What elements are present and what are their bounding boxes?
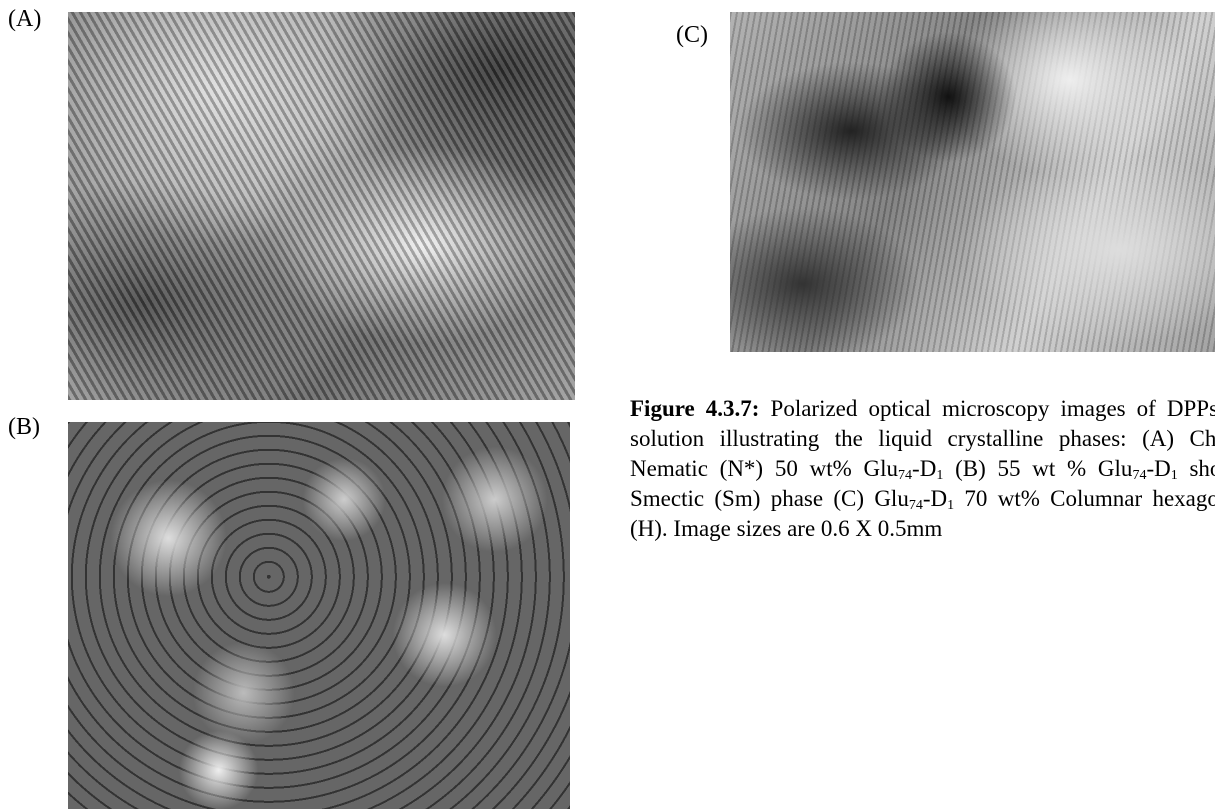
- page: (A) (B) (C) Figure 4.3.7: Polarized opti…: [0, 0, 1215, 809]
- caption-subscript: 74: [898, 468, 912, 483]
- caption-subscript: 74: [1132, 468, 1146, 483]
- figure-caption: Figure 4.3.7: Polarized optical microsco…: [630, 394, 1215, 544]
- micrograph-a: [68, 12, 575, 400]
- caption-label: Figure 4.3.7:: [630, 396, 759, 421]
- caption-text: -D: [1146, 456, 1170, 481]
- caption-text: (B) 55 wt % Glu: [943, 456, 1132, 481]
- micrograph-c: [730, 12, 1215, 352]
- caption-subscript: 74: [909, 498, 923, 513]
- panel-label: (A): [8, 6, 41, 33]
- caption-text: -D: [923, 486, 947, 511]
- caption-text: -D: [912, 456, 936, 481]
- caption-subscript: 1: [1171, 468, 1178, 483]
- panel-label: (C): [676, 22, 708, 49]
- panel-label: (B): [8, 414, 40, 441]
- micrograph-b: [68, 422, 570, 809]
